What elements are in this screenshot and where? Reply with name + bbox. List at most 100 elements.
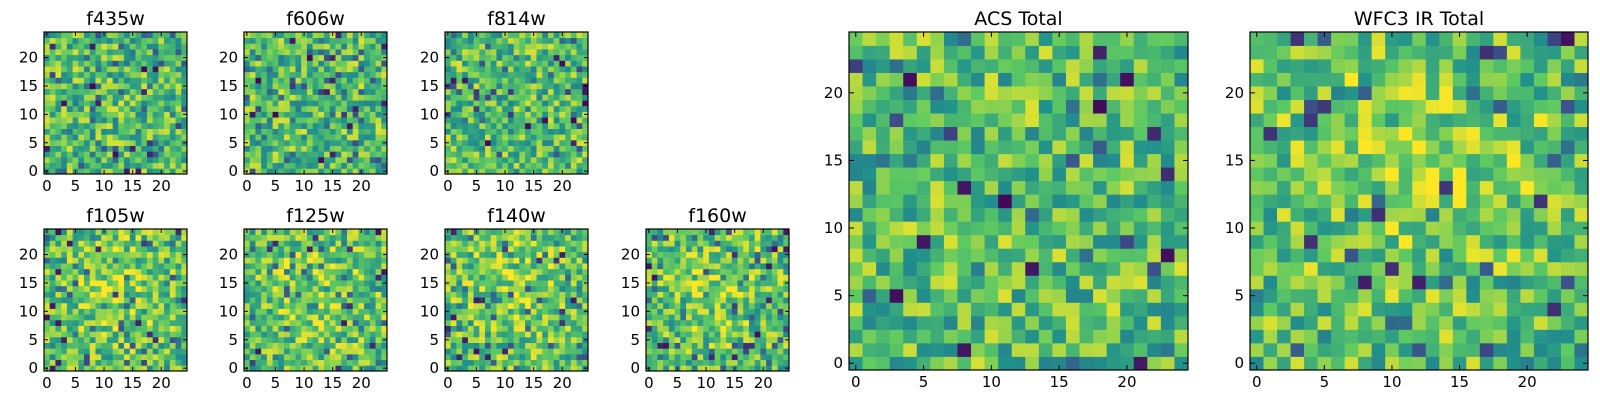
heatmap-cell bbox=[462, 297, 469, 304]
heatmap-cell bbox=[141, 32, 148, 39]
heatmap-cell bbox=[490, 43, 497, 50]
heatmap-cell bbox=[61, 49, 68, 56]
heatmap-cell bbox=[651, 336, 658, 343]
heatmap-cell bbox=[530, 268, 537, 275]
heatmap-cell bbox=[496, 291, 503, 298]
heatmap-cell bbox=[456, 336, 463, 343]
heatmap-cell bbox=[341, 353, 348, 361]
heatmap-cell bbox=[135, 291, 142, 298]
heatmap-cell bbox=[691, 302, 698, 309]
heatmap-cell bbox=[547, 71, 555, 78]
heatmap-cell bbox=[708, 280, 716, 287]
heatmap-cell bbox=[346, 240, 354, 247]
heatmap-cell bbox=[507, 308, 515, 315]
heatmap-cell bbox=[95, 348, 102, 355]
heatmap-cell bbox=[381, 291, 388, 298]
heatmap-cell bbox=[152, 60, 159, 67]
heatmap-cell bbox=[957, 315, 972, 330]
heatmap-cell bbox=[284, 151, 291, 158]
heatmap-cell bbox=[1011, 234, 1026, 249]
heatmap-cell bbox=[289, 348, 296, 355]
heatmap-cell bbox=[1025, 234, 1040, 249]
heatmap-cell bbox=[141, 66, 148, 73]
heatmap-cell bbox=[663, 359, 670, 366]
heatmap-cell bbox=[95, 168, 102, 175]
heatmap-cell bbox=[301, 117, 308, 124]
heatmap-cell bbox=[249, 37, 256, 44]
heatmap-cell bbox=[335, 94, 342, 101]
heatmap-cell bbox=[89, 314, 96, 321]
heatmap-cell bbox=[295, 234, 302, 241]
heatmap-cell bbox=[169, 32, 176, 39]
heatmap-cell bbox=[496, 37, 503, 44]
heatmap-cell bbox=[141, 319, 148, 326]
heatmap-cell bbox=[181, 32, 188, 39]
heatmap-cell bbox=[124, 71, 131, 78]
heatmap-cell bbox=[61, 100, 68, 107]
heatmap-cell bbox=[335, 60, 342, 67]
heatmap-cell bbox=[44, 257, 51, 264]
heatmap-cell bbox=[657, 331, 664, 338]
heatmap-cell bbox=[502, 151, 509, 158]
heatmap-cell bbox=[164, 151, 171, 158]
heatmap-cell bbox=[663, 285, 670, 292]
heatmap-cell bbox=[766, 359, 773, 366]
heatmap-cell bbox=[726, 353, 733, 361]
heatmap-cell bbox=[49, 83, 56, 90]
heatmap-cell bbox=[691, 268, 698, 275]
heatmap-cell bbox=[525, 291, 532, 298]
heatmap-cell bbox=[255, 60, 262, 67]
heatmap-cell bbox=[255, 263, 262, 270]
heatmap-cell bbox=[278, 348, 285, 355]
heatmap-cell bbox=[295, 88, 302, 95]
heatmap-cell bbox=[485, 94, 492, 101]
heatmap-cell bbox=[467, 353, 474, 361]
heatmap-cell bbox=[289, 263, 296, 270]
heatmap-cell bbox=[72, 325, 79, 332]
heatmap-cell bbox=[519, 314, 526, 321]
heatmap-cell bbox=[124, 319, 131, 326]
heatmap-cell bbox=[255, 234, 262, 241]
heatmap-cell bbox=[565, 117, 572, 124]
heatmap-cell bbox=[175, 246, 182, 253]
heatmap-cell bbox=[674, 263, 681, 270]
heatmap-cell bbox=[456, 359, 463, 366]
heatmap-cell bbox=[364, 151, 371, 158]
heatmap-cell bbox=[513, 263, 520, 270]
heatmap-cell bbox=[485, 251, 492, 258]
heatmap-cell bbox=[369, 139, 376, 146]
heatmap-cell bbox=[129, 71, 136, 78]
heatmap-cell bbox=[112, 100, 119, 107]
heatmap-cell bbox=[84, 280, 91, 287]
heatmap-cell bbox=[335, 151, 342, 158]
heatmap-cell bbox=[1133, 356, 1148, 371]
heatmap-cell bbox=[467, 49, 474, 56]
heatmap-cell bbox=[335, 122, 342, 129]
heatmap-cell bbox=[783, 263, 790, 270]
heatmap-cell bbox=[61, 139, 68, 146]
heatmap-cell bbox=[513, 162, 520, 169]
heatmap-cell bbox=[266, 156, 273, 164]
heatmap-cell bbox=[318, 77, 325, 84]
heatmap-cell bbox=[381, 105, 388, 112]
heatmap-cell bbox=[101, 117, 108, 124]
heatmap-cell bbox=[284, 348, 291, 355]
heatmap-cell bbox=[272, 291, 279, 298]
heatmap-cell bbox=[175, 88, 182, 95]
heatmap-cell bbox=[547, 139, 555, 146]
heatmap-cell bbox=[369, 229, 376, 236]
heatmap-cell bbox=[266, 60, 273, 67]
heatmap-cell bbox=[106, 105, 114, 112]
y-tick-label: 10 bbox=[219, 302, 238, 320]
heatmap-cell bbox=[278, 60, 285, 67]
heatmap-cell bbox=[158, 291, 165, 298]
heatmap-cell bbox=[680, 246, 687, 253]
heatmap-cell bbox=[289, 168, 296, 175]
heatmap-cell bbox=[249, 100, 256, 107]
heatmap-cell bbox=[358, 83, 365, 90]
heatmap-cell bbox=[329, 77, 336, 84]
heatmap-cell bbox=[530, 37, 537, 44]
heatmap-cell bbox=[341, 117, 348, 124]
heatmap-cell bbox=[1133, 329, 1148, 344]
heatmap-cell bbox=[124, 83, 131, 90]
